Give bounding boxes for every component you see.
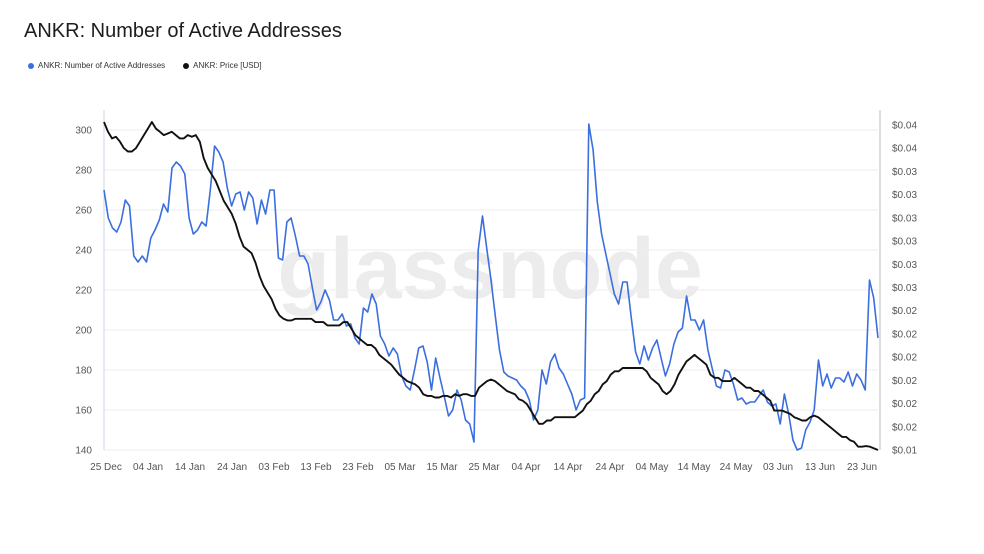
- y-left-tick-label: 240: [75, 246, 92, 257]
- y-left-tick-label: 180: [75, 366, 92, 377]
- x-tick-label: 03 Feb: [258, 462, 290, 473]
- x-tick-label: 04 Jan: [133, 462, 163, 473]
- x-tick-label: 24 Jan: [217, 462, 247, 473]
- y-right-tick-label: $0.02: [892, 353, 917, 364]
- x-tick-label: 14 Apr: [554, 462, 584, 473]
- y-left-tick-label: 260: [75, 206, 92, 217]
- y-right-tick-label: $0.01: [892, 446, 917, 457]
- y-left-tick-label: 300: [75, 126, 92, 137]
- y-right-tick-label: $0.03: [892, 260, 917, 271]
- x-tick-label: 15 Mar: [426, 462, 458, 473]
- y-right-tick-label: $0.04: [892, 121, 917, 132]
- x-tick-label: 03 Jun: [763, 462, 793, 473]
- series-lines: [103, 121, 879, 451]
- legend-label: ANKR: Price [USD]: [193, 61, 262, 70]
- x-tick-label: 05 Mar: [384, 462, 416, 473]
- x-tick-label: 24 May: [720, 462, 753, 473]
- y-right-tick-label: $0.02: [892, 422, 917, 433]
- x-tick-label: 14 Jan: [175, 462, 205, 473]
- legend: ANKR: Number of Active Addresses ANKR: P…: [28, 61, 262, 70]
- legend-item-active-addresses[interactable]: ANKR: Number of Active Addresses: [28, 61, 165, 70]
- y-right-tick-label: $0.03: [892, 237, 917, 248]
- gridlines: [104, 129, 878, 451]
- y-left-tick-label: 220: [75, 286, 92, 297]
- legend-dot-blue: [28, 62, 34, 69]
- y-right-tick-label: $0.03: [892, 213, 917, 224]
- y-right-tick-label: $0.03: [892, 283, 917, 294]
- y-right-tick-label: $0.04: [892, 144, 917, 155]
- y-right-tick-label: $0.02: [892, 329, 917, 340]
- x-tick-label: 04 May: [636, 462, 669, 473]
- y-left-tick-label: 160: [75, 406, 92, 417]
- legend-dot-black: [183, 62, 190, 69]
- y-left-tick-label: 140: [75, 446, 92, 457]
- y-left-tick-label: 280: [75, 166, 92, 177]
- y-left-tick-label: 200: [75, 326, 92, 337]
- axes: 140 160 180 200 220 240 260 280 300 $0.01 $0.02 $0.…: [75, 110, 917, 473]
- x-tick-label: 25 Mar: [468, 462, 500, 473]
- x-tick-label: 24 Apr: [596, 462, 626, 473]
- x-tick-label: 23 Feb: [342, 462, 374, 473]
- x-tick-label: 25 Dec: [90, 462, 122, 473]
- y-right-tick-label: $0.02: [892, 376, 917, 387]
- y-right-tick-label: $0.02: [892, 399, 917, 410]
- x-tick-label: 04 Apr: [512, 462, 542, 473]
- series-line-active-addresses[interactable]: [103, 123, 879, 451]
- series-line-price[interactable]: [103, 121, 879, 451]
- y-right-tick-label: $0.03: [892, 190, 917, 201]
- chart-title: ANKR: Number of Active Addresses: [24, 20, 342, 42]
- x-tick-label: 14 May: [678, 462, 711, 473]
- y-right-tick-label: $0.02: [892, 306, 917, 317]
- x-tick-label: 23 Jun: [847, 462, 877, 473]
- x-tick-label: 13 Feb: [300, 462, 332, 473]
- x-tick-label: 13 Jun: [805, 462, 835, 473]
- y-right-tick-label: $0.03: [892, 167, 917, 178]
- legend-item-price[interactable]: ANKR: Price [USD]: [183, 61, 262, 70]
- legend-label: ANKR: Number of Active Addresses: [38, 61, 166, 70]
